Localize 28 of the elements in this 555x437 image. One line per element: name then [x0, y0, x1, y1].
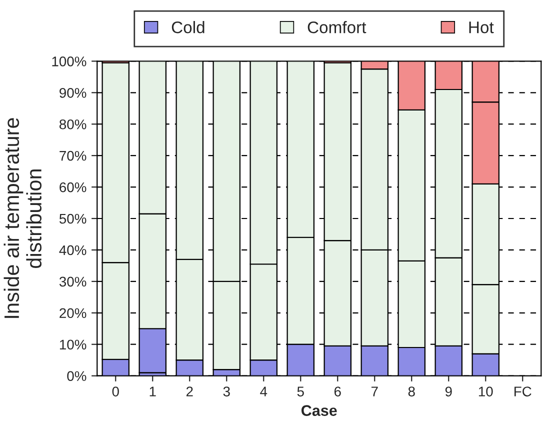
x-axis-title: Case — [301, 405, 337, 416]
y-tick-label: 30% — [59, 276, 86, 287]
x-tick-label: 5 — [297, 386, 304, 396]
x-tick-label: 0 — [112, 386, 119, 396]
legend-label: Cold — [172, 21, 204, 34]
x-tick-label: 1 — [150, 386, 156, 396]
x-tick-label: 9 — [445, 386, 452, 396]
y-tick-label: 100% — [52, 56, 86, 66]
y-axis-title: Inside air temperature distribution — [4, 118, 42, 318]
y-tick-label: 20% — [60, 308, 86, 318]
y-tick-label: 50% — [59, 214, 86, 224]
y-tick-label: 0% — [67, 371, 86, 381]
x-tick-label: FC — [514, 386, 532, 396]
y-tick-label: 90% — [60, 88, 86, 98]
x-tick-label: 7 — [371, 386, 378, 396]
legend-label: Hot — [469, 22, 494, 34]
x-tick-label: 10 — [478, 386, 493, 396]
x-tick-label: 6 — [334, 386, 341, 396]
y-tick-label: 70% — [60, 150, 86, 161]
x-tick-label: 4 — [260, 386, 268, 396]
y-tick-label: 60% — [60, 182, 86, 192]
y-tick-label: 80% — [60, 119, 86, 130]
y-tick-label: 10% — [60, 340, 86, 350]
y-tick-label: 40% — [59, 245, 86, 256]
legend-label: Comfort — [308, 21, 366, 34]
x-tick-label: 2 — [186, 386, 193, 396]
x-tick-label: 8 — [408, 386, 415, 396]
x-tick-label: 3 — [223, 386, 230, 396]
